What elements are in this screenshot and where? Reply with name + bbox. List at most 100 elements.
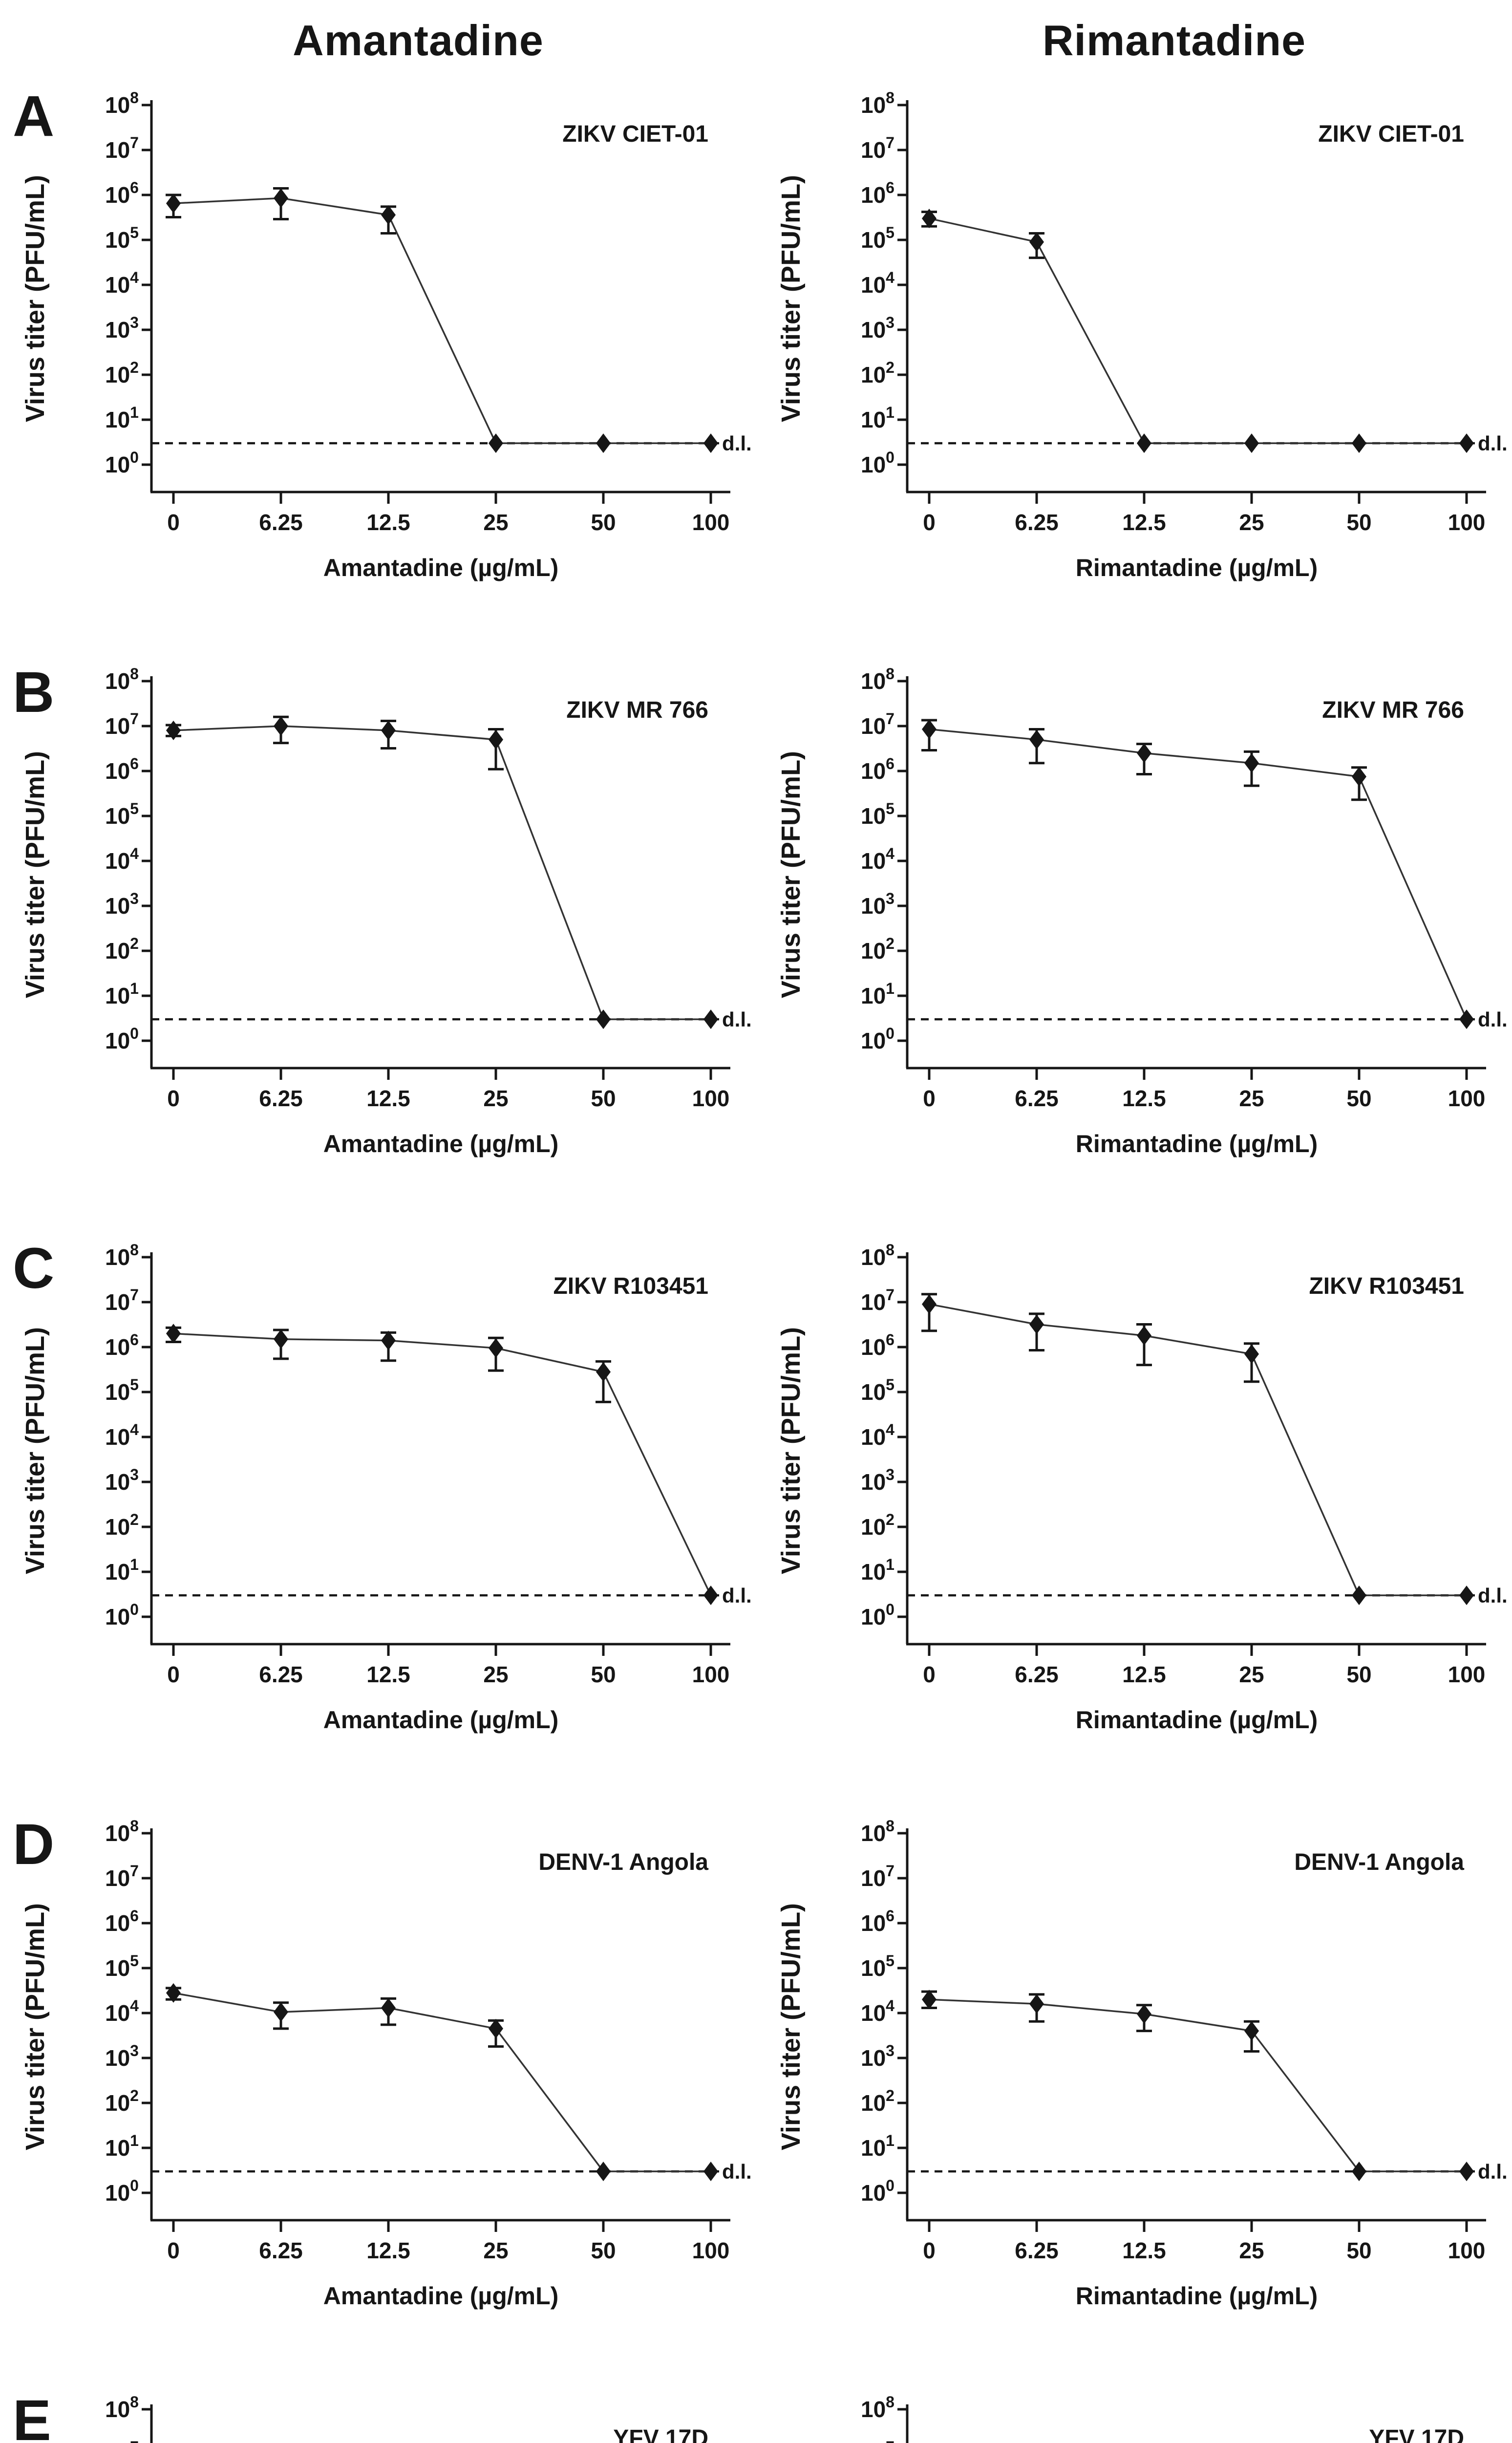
panel-title: YFV 17D <box>613 2425 708 2443</box>
x-tick-label: 6.25 <box>1015 2238 1059 2263</box>
chart-B-rimantadine: 108 107 106 105 104 103 102 101 100 0 6.25 12.5 25 50… <box>776 665 1508 1157</box>
data-point <box>922 1294 937 1314</box>
data-point <box>703 433 718 453</box>
x-tick-label: 25 <box>483 510 508 535</box>
panel-C-amantadine: C 108 107 106 105 104 103 102 101 100 0 6.25 12.5 25… <box>0 1233 756 1809</box>
x-tick-label: 25 <box>483 2238 508 2263</box>
data-point <box>381 1998 396 2018</box>
detection-limit-label: d.l. <box>1478 2160 1508 2183</box>
y-tick-label: 100 <box>105 1025 139 1053</box>
series-line <box>929 1998 1467 2172</box>
y-axis-label: Virus titer (PFU/mL) <box>21 175 50 422</box>
series-line <box>929 728 1468 1020</box>
panel-title: DENV-1 Angola <box>1294 1849 1464 1875</box>
y-axis-label: Virus titer (PFU/mL) <box>776 1327 806 1574</box>
x-tick-label: 12.5 <box>366 510 410 535</box>
x-tick-label: 100 <box>1448 1086 1486 1111</box>
y-tick-label: 104 <box>861 1421 894 1450</box>
data-point <box>1137 1326 1151 1346</box>
panel-title: ZIKV CIET-01 <box>562 121 708 147</box>
data-point <box>166 1324 181 1344</box>
data-point <box>489 729 503 750</box>
data-point <box>166 720 181 740</box>
x-tick-label: 0 <box>923 2238 936 2263</box>
y-tick-label: 102 <box>861 935 894 964</box>
y-tick-label: 101 <box>861 404 894 432</box>
row-label-E: E <box>13 2388 51 2443</box>
y-tick-label: 103 <box>105 890 139 919</box>
chart-E-rimantadine: 10810710610510410310210110006.2512.52550… <box>861 2393 1464 2443</box>
y-tick-label: 105 <box>861 800 894 829</box>
x-tick-label: 12.5 <box>366 1662 410 1687</box>
data-point <box>1137 433 1151 453</box>
x-tick-label: 0 <box>167 1086 180 1111</box>
y-tick-label: 100 <box>105 1601 139 1629</box>
data-point <box>1352 767 1366 787</box>
y-axis-label: Virus titer (PFU/mL) <box>776 175 806 422</box>
x-axis-label: Amantadine (µg/mL) <box>323 1706 559 1734</box>
panel-D-amantadine: D 108 107 106 105 104 103 102 101 100 0 6.25 12.5 25… <box>0 1809 756 2385</box>
data-point <box>703 1586 718 1606</box>
data-point <box>1459 433 1474 453</box>
x-tick-label: 12.5 <box>366 1086 410 1111</box>
data-point <box>1137 743 1151 763</box>
x-tick-label: 12.5 <box>366 2238 410 2263</box>
detection-limit-label: d.l. <box>722 2160 752 2183</box>
y-tick-label: 106 <box>105 755 139 784</box>
series-line <box>929 1303 1467 1596</box>
data-point <box>922 209 937 229</box>
y-tick-label: 105 <box>105 224 139 253</box>
y-tick-label: 101 <box>861 980 894 1008</box>
chart-A-rimantadine: 108 107 106 105 104 103 102 101 100 0 6.25 12.5 25 50… <box>776 89 1508 581</box>
y-axis-label: Virus titer (PFU/mL) <box>776 1903 806 2150</box>
y-tick-label: 107 <box>861 1286 894 1315</box>
x-axis-label: Rimantadine (µg/mL) <box>1076 2282 1318 2310</box>
data-point <box>274 188 288 208</box>
y-tick-label: 106 <box>861 755 894 784</box>
data-point <box>274 716 288 736</box>
y-tick-label: 107 <box>105 1286 139 1315</box>
x-tick-label: 100 <box>692 1662 730 1687</box>
x-tick-label: 50 <box>591 510 616 535</box>
y-tick-label: 100 <box>105 2177 139 2206</box>
x-tick-label: 100 <box>1448 2238 1486 2263</box>
chart-C-amantadine: 108 107 106 105 104 103 102 101 100 0 6.25 12.5 25 50… <box>21 1241 752 1734</box>
y-axis-label: Virus titer (PFU/mL) <box>21 1327 50 1574</box>
x-tick-label: 50 <box>1346 510 1371 535</box>
y-tick-label: 107 <box>861 2438 894 2443</box>
column-header-rimantadine: Rimantadine <box>1042 16 1306 64</box>
y-tick-label: 108 <box>861 665 894 694</box>
panel-C-rimantadine: 108 107 106 105 104 103 102 101 100 0 6.25 12.5 25 50… <box>756 1233 1512 1809</box>
data-point <box>1459 2162 1474 2182</box>
y-tick-label: 108 <box>861 89 894 118</box>
data-point <box>381 1330 396 1350</box>
y-tick-label: 107 <box>861 710 894 739</box>
y-tick-label: 106 <box>105 179 139 208</box>
y-tick-label: 100 <box>861 1025 894 1053</box>
y-tick-label: 106 <box>105 1331 139 1360</box>
y-tick-label: 105 <box>861 1376 894 1405</box>
x-tick-label: 6.25 <box>259 1662 303 1687</box>
x-tick-label: 25 <box>1239 1662 1264 1687</box>
data-point <box>1459 1586 1474 1606</box>
data-point <box>489 2018 503 2038</box>
y-tick-label: 104 <box>861 269 894 298</box>
y-tick-label: 100 <box>861 2177 894 2206</box>
y-tick-label: 101 <box>105 404 139 432</box>
data-point <box>1244 753 1259 773</box>
x-tick-label: 50 <box>1346 1662 1371 1687</box>
x-tick-label: 100 <box>1448 510 1486 535</box>
x-tick-label: 6.25 <box>259 510 303 535</box>
y-tick-label: 105 <box>861 1952 894 1981</box>
detection-limit-label: d.l. <box>1478 432 1508 455</box>
series-line <box>929 217 1467 444</box>
y-tick-label: 103 <box>861 314 894 343</box>
x-tick-label: 0 <box>167 2238 180 2263</box>
x-tick-label: 100 <box>1448 1662 1486 1687</box>
y-tick-label: 101 <box>105 1556 139 1585</box>
chart-D-rimantadine: 108 107 106 105 104 103 102 101 100 0 6.25 12.5 25 50… <box>776 1817 1508 2310</box>
y-tick-label: 103 <box>105 1466 139 1495</box>
panel-title: ZIKV R103451 <box>1309 1273 1464 1299</box>
column-header-amantadine: Amantadine <box>293 16 544 64</box>
x-axis-label: Rimantadine (µg/mL) <box>1076 1130 1318 1157</box>
